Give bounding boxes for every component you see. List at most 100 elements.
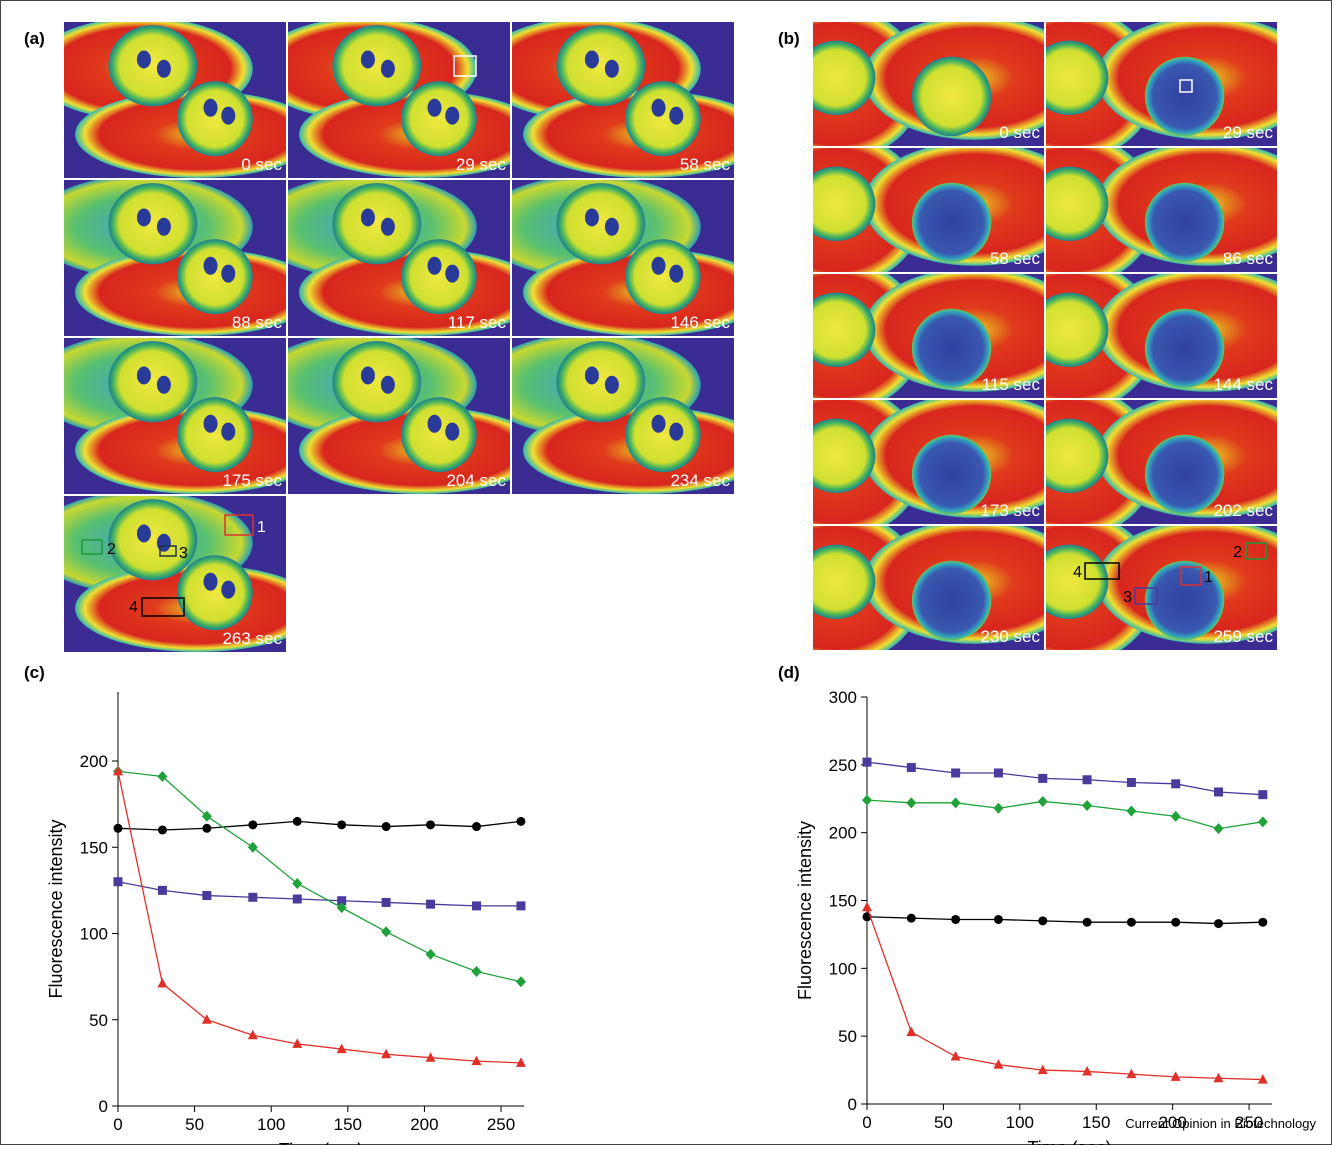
nucleolus (651, 256, 666, 275)
data-point (1038, 773, 1048, 783)
time-label: 58 sec (990, 249, 1041, 268)
nucleus (625, 239, 701, 315)
data-point (248, 892, 258, 902)
y-tick-label: 0 (99, 1097, 108, 1116)
nucleolus (604, 59, 619, 78)
data-point (113, 765, 123, 776)
data-point (426, 899, 436, 909)
data-point (471, 965, 482, 977)
y-tick-label: 150 (80, 838, 108, 857)
y-tick-label: 100 (829, 959, 857, 978)
nucleus (1144, 434, 1225, 515)
nucleolus (651, 98, 666, 117)
nucleolus (604, 375, 619, 394)
y-tick-label: 50 (838, 1027, 857, 1046)
y-axis-label: Fluorescence intensity (46, 819, 66, 998)
data-point (157, 825, 167, 835)
nucleus (1046, 166, 1109, 241)
nucleolus (380, 59, 395, 78)
y-tick-label: 0 (848, 1095, 857, 1114)
nucleus (401, 239, 477, 315)
data-point (1082, 775, 1092, 785)
series-line (866, 907, 1263, 1081)
data-point (247, 841, 258, 853)
series-line (866, 761, 1263, 796)
data-point (247, 1029, 258, 1040)
panel-label: (a) (24, 29, 45, 48)
nucleus (177, 397, 253, 473)
nucleus (813, 292, 876, 367)
nucleus (556, 183, 646, 265)
time-label: 29 sec (456, 155, 507, 174)
nucleolus (427, 98, 442, 117)
frame-image (1046, 274, 1277, 398)
nucleus (1144, 182, 1225, 263)
roi-box (81, 539, 103, 555)
roi-label: 3 (179, 545, 188, 562)
frame-image (1046, 148, 1277, 272)
data-point (1171, 917, 1181, 927)
nucleolus (203, 414, 218, 433)
nucleus (177, 81, 253, 157)
data-point (950, 797, 961, 809)
x-tick-label: 0 (113, 1115, 122, 1134)
data-point (1038, 916, 1048, 926)
nucleus (108, 25, 198, 107)
nucleus (177, 555, 253, 631)
data-point (201, 810, 212, 822)
nucleus (1046, 418, 1109, 493)
y-tick-label: 200 (829, 824, 857, 843)
time-label: 230 sec (980, 627, 1040, 646)
data-point (1082, 917, 1092, 927)
roi-box (1134, 587, 1158, 605)
time-label: 58 sec (680, 155, 731, 174)
frame-image (813, 526, 1044, 650)
data-point (381, 822, 391, 832)
data-point (157, 885, 167, 895)
time-label: 175 sec (222, 471, 282, 490)
x-tick-label: 0 (862, 1113, 871, 1132)
roi-box (1245, 542, 1267, 560)
nucleolus (136, 366, 151, 385)
x-axis-label: Time (sec) (279, 1140, 363, 1145)
x-tick-label: 250 (487, 1115, 515, 1134)
bleach-box (453, 55, 477, 77)
roi-label: 2 (1233, 544, 1242, 561)
data-point (951, 768, 961, 778)
data-point (292, 816, 302, 826)
data-point (1213, 1072, 1224, 1083)
data-point (1037, 795, 1048, 807)
data-point (1170, 810, 1181, 822)
nucleolus (669, 264, 684, 283)
x-tick-label: 100 (257, 1115, 285, 1134)
x-tick-label: 50 (185, 1115, 204, 1134)
data-point (993, 768, 1003, 778)
data-point (337, 896, 347, 906)
nucleus (332, 25, 422, 107)
data-point (425, 948, 436, 960)
time-label: 144 sec (1213, 375, 1273, 394)
y-tick-label: 100 (80, 925, 108, 944)
data-point (1126, 917, 1136, 927)
time-label: 117 sec (448, 313, 507, 332)
data-point (381, 1048, 392, 1059)
x-tick-label: 250 (1235, 1113, 1263, 1132)
data-point (1082, 1065, 1093, 1076)
nucleolus (136, 50, 151, 69)
data-point (1214, 787, 1224, 797)
x-tick-label: 150 (1082, 1113, 1110, 1132)
series-line (117, 820, 522, 831)
nucleolus (136, 524, 151, 543)
nucleus (813, 544, 876, 619)
data-point (993, 914, 1003, 924)
frame-image (813, 274, 1044, 398)
chart-label: (d) (778, 663, 800, 682)
data-point (516, 901, 526, 911)
time-label: 115 sec (982, 375, 1041, 394)
nucleolus (203, 256, 218, 275)
data-point (515, 1057, 526, 1067)
nucleolus (669, 422, 684, 441)
data-point (292, 894, 302, 904)
